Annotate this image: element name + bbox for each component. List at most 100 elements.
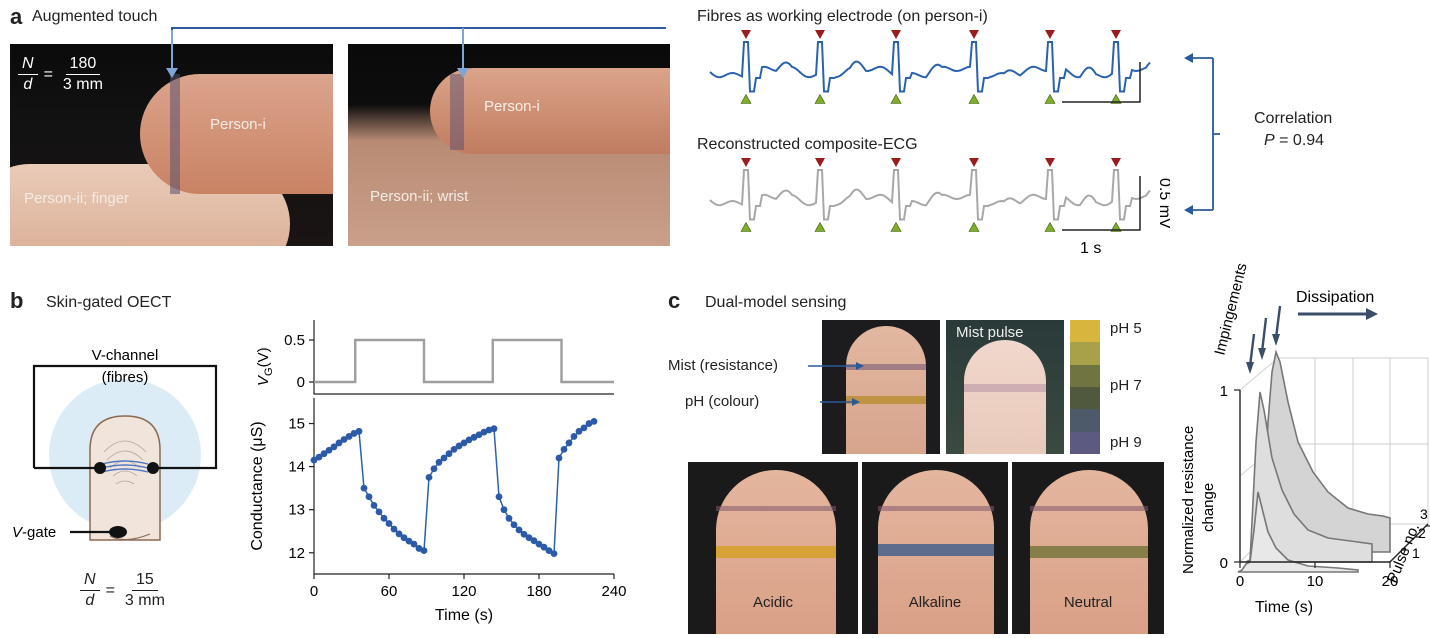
ecg-peak-marker bbox=[1111, 30, 1121, 39]
resistance-3d-chart: 0 1 0 10 20 Time (s) 1 2 3 Pulse no. Nor… bbox=[1180, 262, 1430, 616]
g-data-point bbox=[400, 534, 408, 542]
g-data-point bbox=[520, 530, 528, 538]
x-tick-20: 20 bbox=[1382, 573, 1399, 590]
neutral-label: Neutral bbox=[1063, 594, 1113, 611]
g-xtick-label: 180 bbox=[526, 583, 551, 600]
panel-a-title: Augmented touch bbox=[32, 8, 158, 25]
g-data-point bbox=[320, 450, 328, 458]
ecg-top-trace bbox=[709, 41, 1151, 93]
vg-ylabel: VG(V) bbox=[255, 347, 275, 386]
mist-band bbox=[878, 506, 994, 511]
oect-chart: 0 0.5 VG(V) 12 13 14 15 0 60 120 180 240 Time (s) Co… bbox=[249, 320, 627, 624]
person-i-finger-shape bbox=[430, 68, 670, 154]
ph-band bbox=[846, 396, 926, 404]
panel-c-letter: c bbox=[668, 288, 681, 313]
g-data-point bbox=[390, 525, 398, 533]
g-ytick-label: 12 bbox=[288, 545, 305, 562]
g-data-point bbox=[590, 417, 598, 425]
g-data-point bbox=[385, 520, 393, 527]
panel-b-title: Skin-gated OECT bbox=[46, 294, 172, 311]
frac-d: d bbox=[85, 592, 95, 609]
frac-n: N bbox=[18, 54, 38, 75]
g-data-point bbox=[460, 439, 468, 447]
dual-callouts bbox=[808, 362, 864, 406]
fibre-band bbox=[170, 74, 180, 194]
impingements-label: Impingements bbox=[1211, 262, 1250, 357]
ecg-peak-marker bbox=[1045, 158, 1055, 167]
g-data-point bbox=[355, 427, 363, 435]
time-scale-label: 1 s bbox=[1080, 240, 1101, 257]
voltage-scale-label: 0.5 mV bbox=[1156, 178, 1170, 229]
g-xlabel: Time (s) bbox=[435, 607, 493, 624]
acidic-label: Acidic bbox=[752, 594, 793, 611]
photo-finger-dual bbox=[822, 320, 940, 454]
g-data-point bbox=[425, 473, 433, 481]
photo1-person-ii-label: Person-ii; finger bbox=[24, 190, 130, 207]
g-data-point bbox=[535, 540, 543, 548]
g-data-point bbox=[570, 433, 578, 440]
y-tick-0: 0 bbox=[1220, 555, 1228, 572]
vchannel-label-2: (fibres) bbox=[102, 369, 149, 386]
g-data-point bbox=[315, 453, 323, 461]
g-data-point bbox=[495, 493, 503, 501]
ecg-bottom-trace bbox=[709, 169, 1151, 221]
g-axes bbox=[313, 398, 614, 575]
photo-acidic: Acidic bbox=[688, 462, 858, 634]
g-data-point bbox=[420, 547, 428, 555]
g-data-point bbox=[500, 506, 508, 514]
ecg-trough-marker bbox=[968, 221, 980, 232]
ecg-peak-marker bbox=[891, 30, 901, 39]
ecg-trough-marker bbox=[890, 221, 902, 232]
z-tick-1: 1 bbox=[1412, 545, 1420, 561]
g-data-point bbox=[370, 501, 378, 509]
g-ytick-label: 15 bbox=[288, 416, 305, 433]
finger-outline bbox=[89, 415, 161, 541]
x-axis-label: Time (s) bbox=[1255, 599, 1313, 616]
g-xtick-label: 120 bbox=[451, 583, 476, 600]
g-data-point bbox=[335, 439, 343, 447]
frac-eq: = bbox=[105, 581, 115, 599]
ecg-traces: 1 s 0.5 mV bbox=[709, 30, 1170, 257]
g-data-point bbox=[360, 484, 368, 492]
vg-ytick-label: 0.5 bbox=[284, 332, 305, 349]
vgate-label: V-gate bbox=[12, 524, 56, 541]
g-data-point bbox=[430, 465, 438, 473]
ecg-trough-marker bbox=[968, 93, 980, 104]
g-xtick-label: 0 bbox=[310, 583, 318, 600]
ph-color-step-1 bbox=[1070, 342, 1100, 365]
ecg-trough-marker bbox=[814, 221, 826, 232]
mist-band bbox=[1030, 506, 1148, 511]
correlation-value-row: P = 0.94 bbox=[1264, 132, 1324, 150]
x-tick-10: 10 bbox=[1307, 573, 1324, 590]
ph-9-label: pH 9 bbox=[1110, 434, 1142, 451]
mist-band bbox=[964, 384, 1046, 392]
ecg-peak-marker bbox=[815, 158, 825, 167]
ph-color-step-5 bbox=[1070, 431, 1100, 454]
ecg-trough-marker bbox=[1044, 93, 1056, 104]
mist-band bbox=[846, 364, 926, 370]
ph-7-label: pH 7 bbox=[1110, 377, 1142, 394]
g-series-line bbox=[313, 420, 595, 555]
g-data-point bbox=[445, 450, 453, 458]
ph-color-step-4 bbox=[1070, 409, 1100, 432]
g-data-point bbox=[545, 547, 553, 555]
z-tick-2: 2 bbox=[1418, 525, 1426, 541]
g-data-point bbox=[310, 456, 318, 464]
ph-5-label: pH 5 bbox=[1110, 320, 1142, 337]
g-data-point bbox=[470, 433, 478, 441]
ph-band bbox=[716, 546, 836, 558]
correlation-p: P bbox=[1264, 132, 1275, 149]
ph-colorbar bbox=[1070, 320, 1100, 454]
panel-b-letter: b bbox=[10, 288, 24, 313]
g-data-point bbox=[465, 436, 473, 444]
g-data-point bbox=[505, 514, 513, 522]
g-data-point bbox=[555, 454, 563, 462]
ecg-peak-marker bbox=[741, 30, 751, 39]
g-data-point bbox=[365, 493, 373, 501]
g-data-point bbox=[550, 550, 558, 558]
photo1-person-i-label: Person-i bbox=[210, 116, 266, 133]
correlation-value: = 0.94 bbox=[1279, 132, 1325, 149]
